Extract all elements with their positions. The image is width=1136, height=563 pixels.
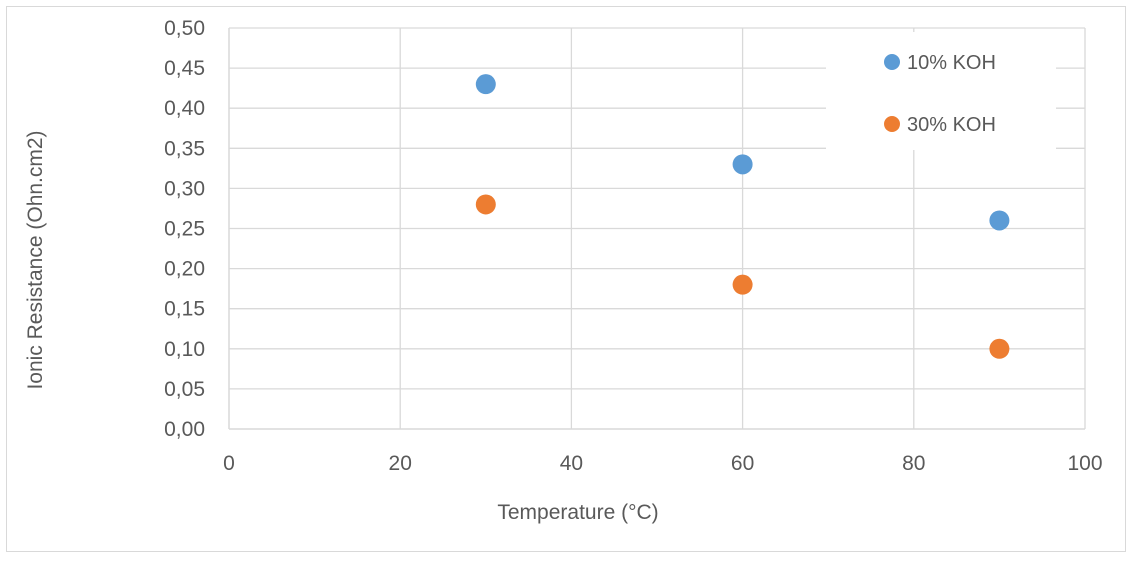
x-tick-label: 40 (560, 452, 583, 475)
legend-background (826, 32, 1056, 150)
legend-box (826, 32, 1056, 150)
data-point-series-1 (475, 74, 496, 95)
data-point-series-1 (732, 154, 753, 175)
y-tick-label: 0,05 (164, 378, 205, 401)
data-point-series-2 (475, 194, 496, 215)
y-tick-label: 0,15 (164, 298, 205, 321)
data-point-series-1 (989, 210, 1010, 231)
x-tick-label: 100 (1067, 452, 1102, 475)
y-tick-label: 0,10 (164, 338, 205, 361)
y-tick-label: 0,25 (164, 218, 205, 241)
legend-marker (884, 116, 900, 132)
tick-labels: 0,00 0,05 0,10 0,15 0,20 0,25 0,30 0,35 0,40 0,45… (164, 17, 1102, 475)
y-tick-label: 0,40 (164, 97, 205, 120)
legend-label: 30% KOH (907, 114, 996, 136)
y-tick-label: 0,45 (164, 57, 205, 80)
legend-marker (884, 54, 900, 70)
x-tick-label: 60 (731, 452, 754, 475)
y-axis-title: Ionic Resistance (Ohn.cm2) (24, 130, 47, 389)
data-point-series-2 (989, 338, 1010, 359)
x-axis-title: Temperature (°C) (497, 501, 658, 524)
y-tick-label: 0,30 (164, 177, 205, 200)
data-points (475, 74, 1010, 359)
x-tick-label: 0 (223, 452, 235, 475)
axes (228, 28, 1085, 430)
legend: 10% KOH 30% KOH (884, 52, 996, 136)
y-tick-label: 0,20 (164, 258, 205, 281)
y-tick-label: 0,00 (164, 418, 205, 441)
y-tick-label: 0,50 (164, 17, 205, 40)
data-point-series-2 (732, 274, 753, 295)
x-tick-label: 80 (902, 452, 925, 475)
y-tick-label: 0,35 (164, 137, 205, 160)
x-tick-label: 20 (389, 452, 412, 475)
legend-label: 10% KOH (907, 52, 996, 74)
